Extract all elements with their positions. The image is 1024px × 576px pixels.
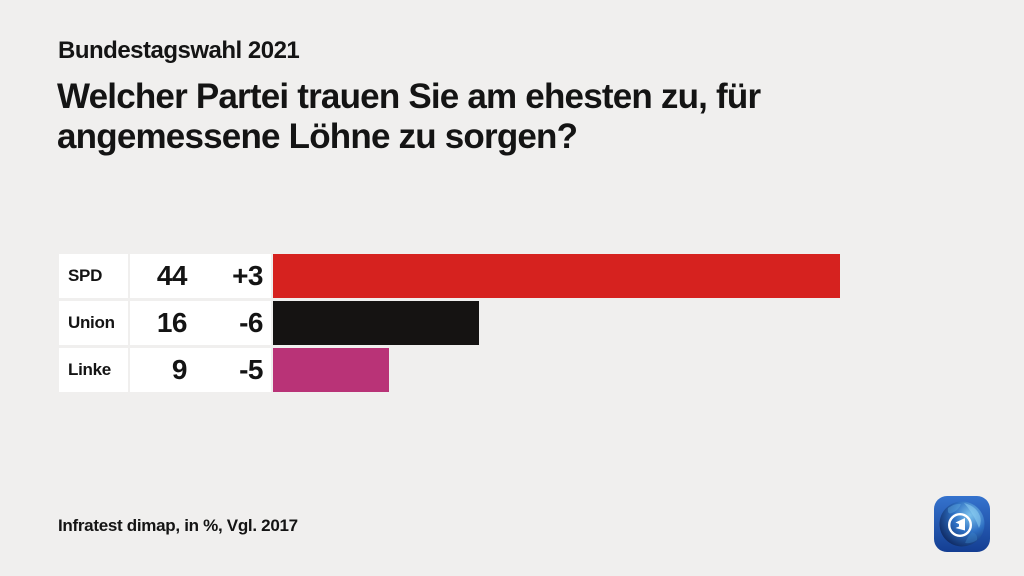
value-number: 16 — [156, 307, 188, 338]
value-cell: 44 +3 — [130, 254, 271, 298]
bar-spd — [273, 254, 840, 298]
tagesschau-logo — [934, 496, 990, 552]
chart-title: Welcher Partei trauen Sie am ehesten zu,… — [57, 77, 761, 157]
table-row-spd: SPD 44 +3 — [59, 254, 840, 298]
value-number: 44 — [156, 260, 188, 291]
table-row-union: Union 16 -6 — [59, 301, 840, 345]
bar-chart: SPD 44 +3 Union 16 -6 Linke 9 -5 — [59, 254, 840, 395]
party-label: Union — [59, 301, 128, 345]
value-number: 9 — [171, 354, 188, 385]
change-number: -6 — [239, 307, 263, 338]
chart-title-line-1: Welcher Partei trauen Sie am ehesten zu,… — [57, 77, 761, 116]
table-row-linke: Linke 9 -5 — [59, 348, 840, 392]
value-cell: 16 -6 — [130, 301, 271, 345]
bar-union — [273, 301, 479, 345]
value-cell: 9 -5 — [130, 348, 271, 392]
bar-linke — [273, 348, 389, 392]
globe-icon — [934, 496, 990, 552]
chart-title-line-2: angemessene Löhne zu sorgen? — [57, 117, 578, 156]
party-label: SPD — [59, 254, 128, 298]
change-number: -5 — [239, 354, 263, 385]
chart-kicker: Bundestagswahl 2021 — [58, 37, 300, 64]
source-note: Infratest dimap, in %, Vgl. 2017 — [58, 516, 298, 535]
ard-one-icon — [955, 518, 965, 531]
party-label: Linke — [59, 348, 128, 392]
change-number: +3 — [232, 260, 263, 291]
